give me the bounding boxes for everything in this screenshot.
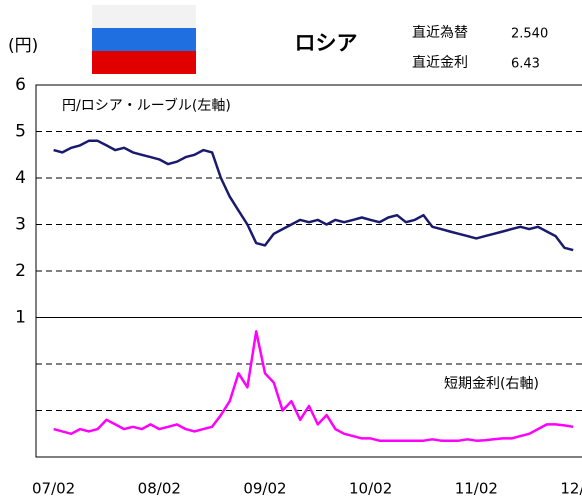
flag-white [92,5,196,28]
y-unit-label: (円) [8,36,38,56]
y-tick-label: 4 [15,168,26,188]
x-tick-label: 08/02 [138,480,181,497]
chart-title: ロシア [295,31,358,55]
y-tick-label: 2 [15,261,26,281]
y-tick-label: 5 [15,122,26,142]
flag [92,5,196,74]
flag-red [92,51,196,74]
x-tick-label: 10/02 [349,480,392,497]
latest-label: 直近為替 [412,24,468,41]
series-line [53,139,574,252]
annotation: 円/ロシア・ルーブル(左軸) [62,97,231,114]
latest-value: 2.540 [511,27,548,42]
series-line [53,330,574,442]
y-tick-label: 1 [15,308,26,328]
x-tick-label: 09/02 [243,480,286,497]
latest-label: 直近金利 [412,54,468,71]
y-tick-label: 3 [15,215,26,235]
annotation: 短期金利(右軸) [444,376,539,392]
x-tick-label: 12/02 [560,480,582,497]
flag-blue [92,28,196,51]
x-tick-label: 07/02 [32,480,75,497]
latest-value: 6.43 [511,57,540,72]
y-tick-label: 6 [15,75,26,95]
x-tick-label: 11/02 [455,480,498,497]
